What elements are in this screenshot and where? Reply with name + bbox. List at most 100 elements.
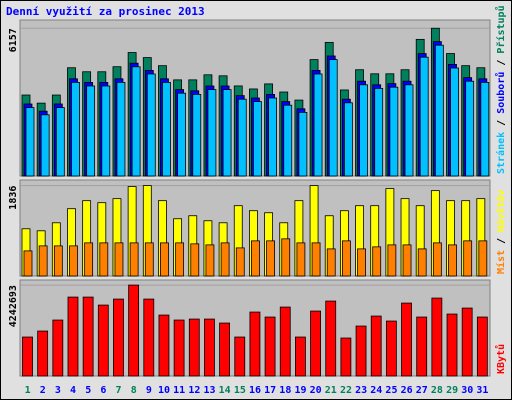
legend: KBytů: [494, 344, 507, 374]
x-tick-label: 18: [279, 385, 291, 396]
x-tick-label: 31: [476, 385, 488, 396]
x-tick-label: 10: [158, 385, 170, 396]
x-tick-label: 12: [188, 385, 200, 396]
bar: [207, 89, 217, 177]
bar: [372, 246, 382, 277]
bar: [281, 238, 291, 277]
bar: [359, 84, 368, 177]
bar: [22, 336, 33, 377]
legend-separator: /: [496, 54, 507, 72]
x-tick-label: 25: [385, 385, 397, 396]
bar: [158, 314, 170, 377]
bar: [446, 313, 458, 377]
bar: [402, 244, 412, 277]
bar: [220, 242, 230, 277]
bar: [131, 66, 141, 177]
y-tick-label: 1836: [8, 186, 19, 210]
bar: [478, 240, 488, 277]
bar: [234, 336, 246, 377]
bar: [328, 59, 338, 177]
x-tick-label: 9: [146, 385, 152, 396]
chart-title: Denní využití za prosinec 2013: [6, 5, 205, 18]
x-tick-label: 28: [431, 385, 443, 396]
bar: [465, 80, 475, 177]
bar: [55, 107, 65, 177]
legend: Míst / Návštěv: [495, 190, 507, 274]
bar: [476, 316, 488, 377]
bar: [40, 114, 50, 177]
bar: [296, 242, 306, 277]
bar: [389, 86, 399, 177]
bar: [101, 85, 111, 177]
bar: [268, 97, 277, 177]
bar: [279, 306, 291, 377]
bar: [177, 92, 187, 177]
bar: [283, 104, 293, 177]
bar: [219, 322, 230, 377]
bar: [417, 248, 427, 277]
x-tick-label: 20: [310, 385, 322, 396]
legend-separator: /: [496, 114, 507, 132]
bar: [188, 318, 200, 377]
bar: [52, 319, 64, 377]
bar: [205, 244, 215, 277]
x-tick-label: 15: [234, 385, 246, 396]
bar: [253, 101, 262, 177]
legend-entry: KBytů: [494, 344, 507, 374]
bar: [84, 242, 94, 277]
bar: [326, 248, 336, 277]
bar: [431, 297, 443, 377]
bar: [204, 318, 215, 377]
bar: [222, 89, 232, 177]
bar: [401, 302, 412, 377]
legend-entry: Stránek: [495, 132, 507, 174]
bar: [298, 112, 308, 177]
bar: [160, 242, 169, 277]
bar: [374, 88, 384, 177]
bar: [173, 319, 185, 377]
x-tick-label: 13: [203, 385, 215, 396]
bar: [404, 84, 414, 177]
bar: [313, 73, 323, 177]
bar: [355, 325, 367, 377]
bar: [53, 245, 63, 277]
x-tick-label: 17: [264, 385, 276, 396]
bar: [450, 67, 459, 177]
bar: [432, 242, 442, 277]
x-tick-label: 26: [401, 385, 413, 396]
x-tick-label: 11: [173, 385, 185, 396]
legend-entry: Souborů: [494, 72, 507, 114]
x-tick-label: 27: [416, 385, 428, 396]
x-tick-label: 16: [249, 385, 261, 396]
bar: [341, 240, 351, 277]
y-tick-label: 4242693: [8, 285, 19, 327]
bar: [162, 82, 171, 177]
bar: [71, 82, 80, 177]
x-tick-label: 21: [325, 385, 337, 396]
legend-entry: Míst: [495, 250, 507, 274]
bar: [25, 107, 35, 177]
legend-entry: Přístupů: [494, 5, 507, 53]
x-tick-label: 14: [219, 385, 231, 396]
x-tick-label: 6: [100, 385, 106, 396]
x-tick-label: 7: [116, 385, 122, 396]
legend-separator: /: [496, 232, 507, 250]
bar: [340, 337, 352, 377]
x-tick-label: 3: [55, 385, 61, 396]
bar: [99, 242, 109, 277]
bar: [357, 248, 366, 277]
bar: [113, 298, 124, 377]
x-tick-label: 29: [446, 385, 458, 396]
bar: [144, 242, 154, 277]
bar: [116, 82, 126, 177]
x-tick-label: 30: [461, 385, 473, 396]
bar: [23, 250, 33, 277]
bar: [143, 298, 155, 377]
bar: [37, 330, 49, 377]
bar: [310, 310, 321, 377]
bar: [419, 56, 429, 177]
bar: [67, 296, 79, 377]
bar: [128, 284, 140, 377]
bar: [190, 243, 200, 277]
bar: [434, 44, 444, 177]
